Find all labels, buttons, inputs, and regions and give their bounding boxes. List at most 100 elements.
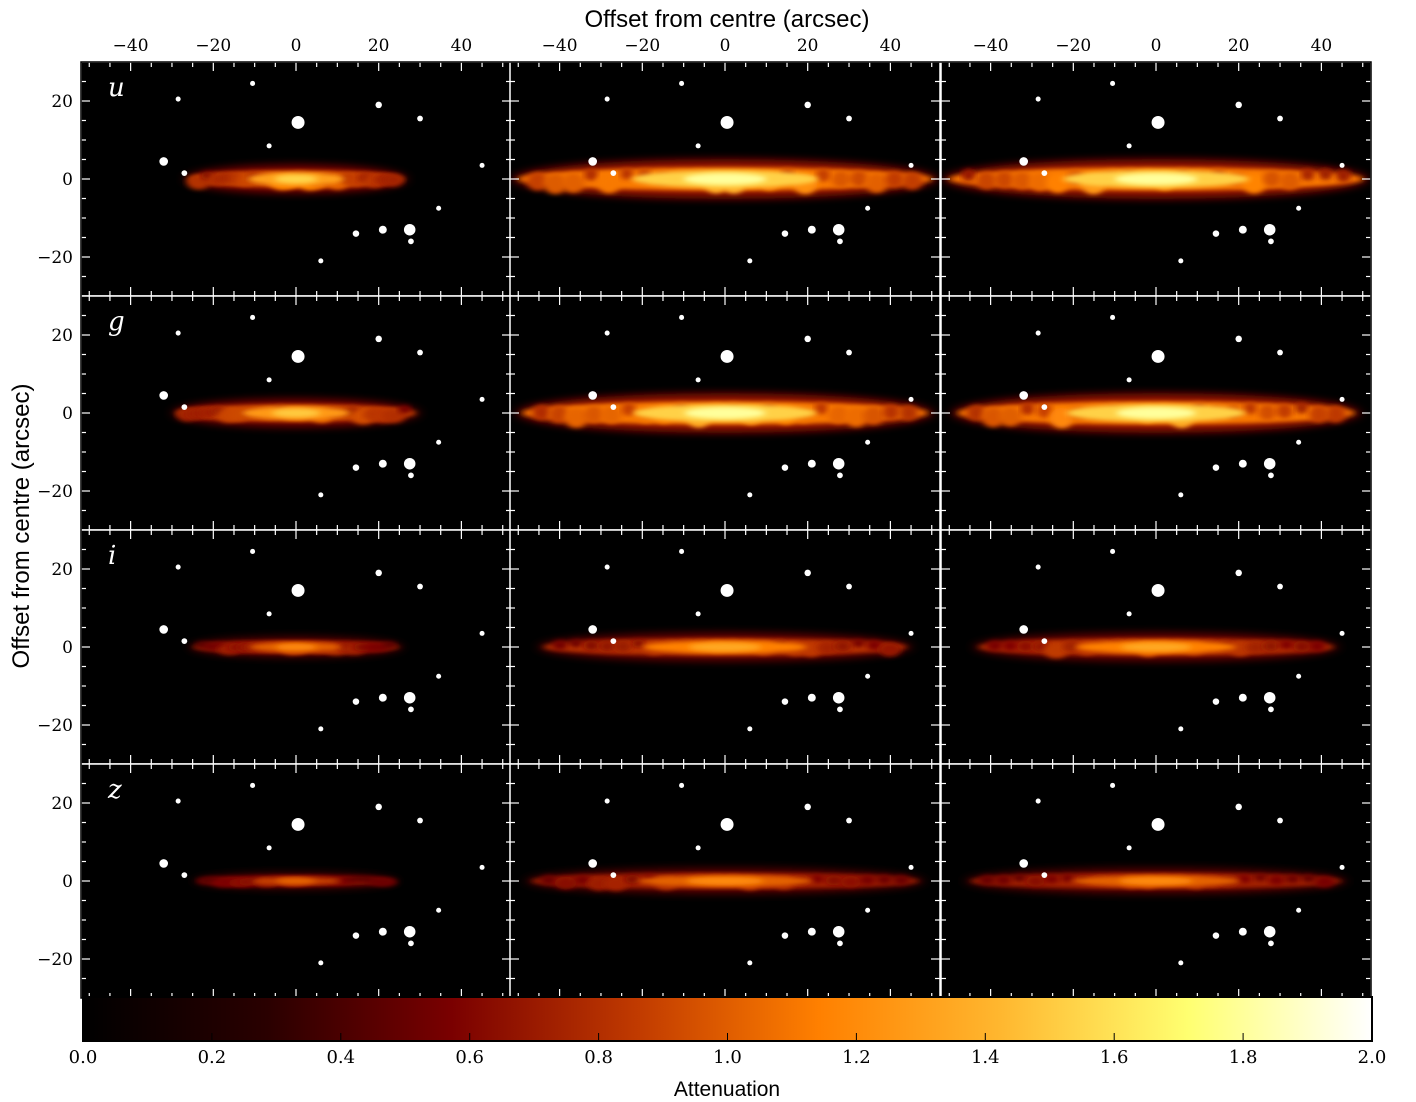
masked-source	[1110, 782, 1116, 788]
disc-clump	[1061, 873, 1075, 883]
y-tick-label: −20	[37, 482, 73, 502]
masked-source	[610, 404, 617, 411]
masked-source	[352, 698, 360, 705]
disc-clump	[979, 874, 996, 886]
panel-i-1: i	[80, 529, 512, 765]
masked-source	[1212, 464, 1220, 471]
masked-source	[408, 238, 414, 245]
panel-ticks	[510, 62, 940, 296]
masked-source	[865, 673, 871, 679]
x-tick-label: 0	[291, 36, 302, 56]
disc-clump	[584, 168, 598, 181]
top-x-tick-labels: −40 −20 0 20 40 −40 −20 0 20 40 −40 −20 0 20 40	[113, 36, 1333, 56]
disc-clump	[583, 640, 600, 651]
masked-source	[291, 583, 305, 597]
masked-source	[1268, 238, 1274, 245]
disc-clump	[882, 404, 900, 420]
masked-source	[865, 907, 871, 913]
x-tick-label: 40	[1311, 36, 1333, 56]
disc-clump	[601, 405, 622, 425]
masked-source	[1178, 258, 1184, 264]
colorbar-tick-label: 1.4	[971, 1047, 1000, 1068]
disc-clump	[1029, 172, 1051, 192]
disc-clump	[841, 876, 861, 888]
masked-source	[375, 101, 382, 109]
masked-source	[781, 698, 789, 705]
masked-source	[908, 396, 914, 402]
masked-source	[1296, 205, 1302, 211]
panel-ticks	[941, 764, 1371, 998]
masked-source	[588, 157, 598, 166]
masked-source	[804, 569, 811, 577]
masked-source	[159, 625, 169, 634]
disc-clump	[995, 875, 1012, 886]
masked-source	[610, 170, 617, 177]
x-tick-label: −20	[624, 36, 660, 56]
masked-source	[408, 472, 414, 479]
masked-source	[908, 630, 914, 636]
masked-source	[1235, 101, 1242, 109]
masked-source	[436, 673, 442, 679]
masked-source	[378, 693, 387, 702]
masked-source	[403, 457, 416, 470]
masked-source	[1339, 162, 1345, 168]
masked-source	[604, 564, 610, 570]
y-tick-label: 20	[51, 326, 73, 346]
masked-source	[747, 258, 753, 264]
masked-source	[352, 932, 360, 939]
band-label-g: g	[108, 307, 125, 337]
masked-source	[352, 230, 360, 237]
masked-source	[175, 96, 181, 102]
x-tick-label: −40	[113, 36, 149, 56]
masked-source	[1263, 691, 1276, 704]
disc-clump	[899, 404, 918, 422]
panel-ticks	[81, 530, 511, 764]
colorbar: 0.0 0.2 0.4 0.6 0.8 1.0 1.2 1.4 1.6 1.8 2.0 Attenu…	[69, 996, 1386, 1101]
masked-source	[865, 205, 871, 211]
panel-g-3	[940, 295, 1372, 531]
masked-source	[747, 726, 753, 732]
disc-clump	[859, 875, 876, 886]
masked-source	[1035, 798, 1041, 804]
masked-source	[318, 726, 324, 732]
masked-source	[846, 583, 852, 590]
masked-source	[1235, 335, 1242, 343]
masked-source	[781, 932, 789, 939]
masked-source	[832, 457, 845, 470]
disc-peak	[1116, 407, 1196, 419]
masked-source	[804, 803, 811, 811]
masked-source	[679, 314, 685, 320]
masked-source	[604, 798, 610, 804]
disc-clump	[844, 407, 868, 428]
disc-clump	[999, 406, 1022, 427]
disc-clump	[1279, 639, 1294, 650]
disc-clump	[1237, 874, 1252, 884]
masked-source	[181, 170, 188, 177]
disc-clump	[1254, 873, 1267, 882]
masked-source	[865, 439, 871, 445]
masked-source	[695, 377, 701, 383]
disc-clump	[1044, 874, 1059, 884]
disc-peak	[686, 877, 764, 885]
colorbar-title: Attenuation	[674, 1078, 780, 1101]
disc-clump	[552, 639, 568, 651]
masked-source	[1178, 492, 1184, 498]
masked-source	[1277, 349, 1283, 356]
x-tick-label: −40	[973, 36, 1009, 56]
masked-source	[1212, 698, 1220, 705]
band-label-z: z	[107, 775, 122, 805]
masked-source	[720, 115, 734, 129]
disc-peak	[272, 408, 320, 418]
disc-clump	[1268, 875, 1285, 886]
disc-clump	[527, 172, 548, 191]
masked-source	[1110, 80, 1116, 86]
panel-ticks	[510, 296, 940, 530]
disc-clump	[597, 173, 621, 194]
masked-source	[1238, 459, 1247, 468]
masked-source	[1126, 845, 1132, 851]
masked-source	[846, 817, 852, 824]
disc-clump	[632, 639, 645, 648]
masked-source	[318, 492, 324, 498]
colorbar-tick-label: 0.4	[326, 1047, 355, 1068]
